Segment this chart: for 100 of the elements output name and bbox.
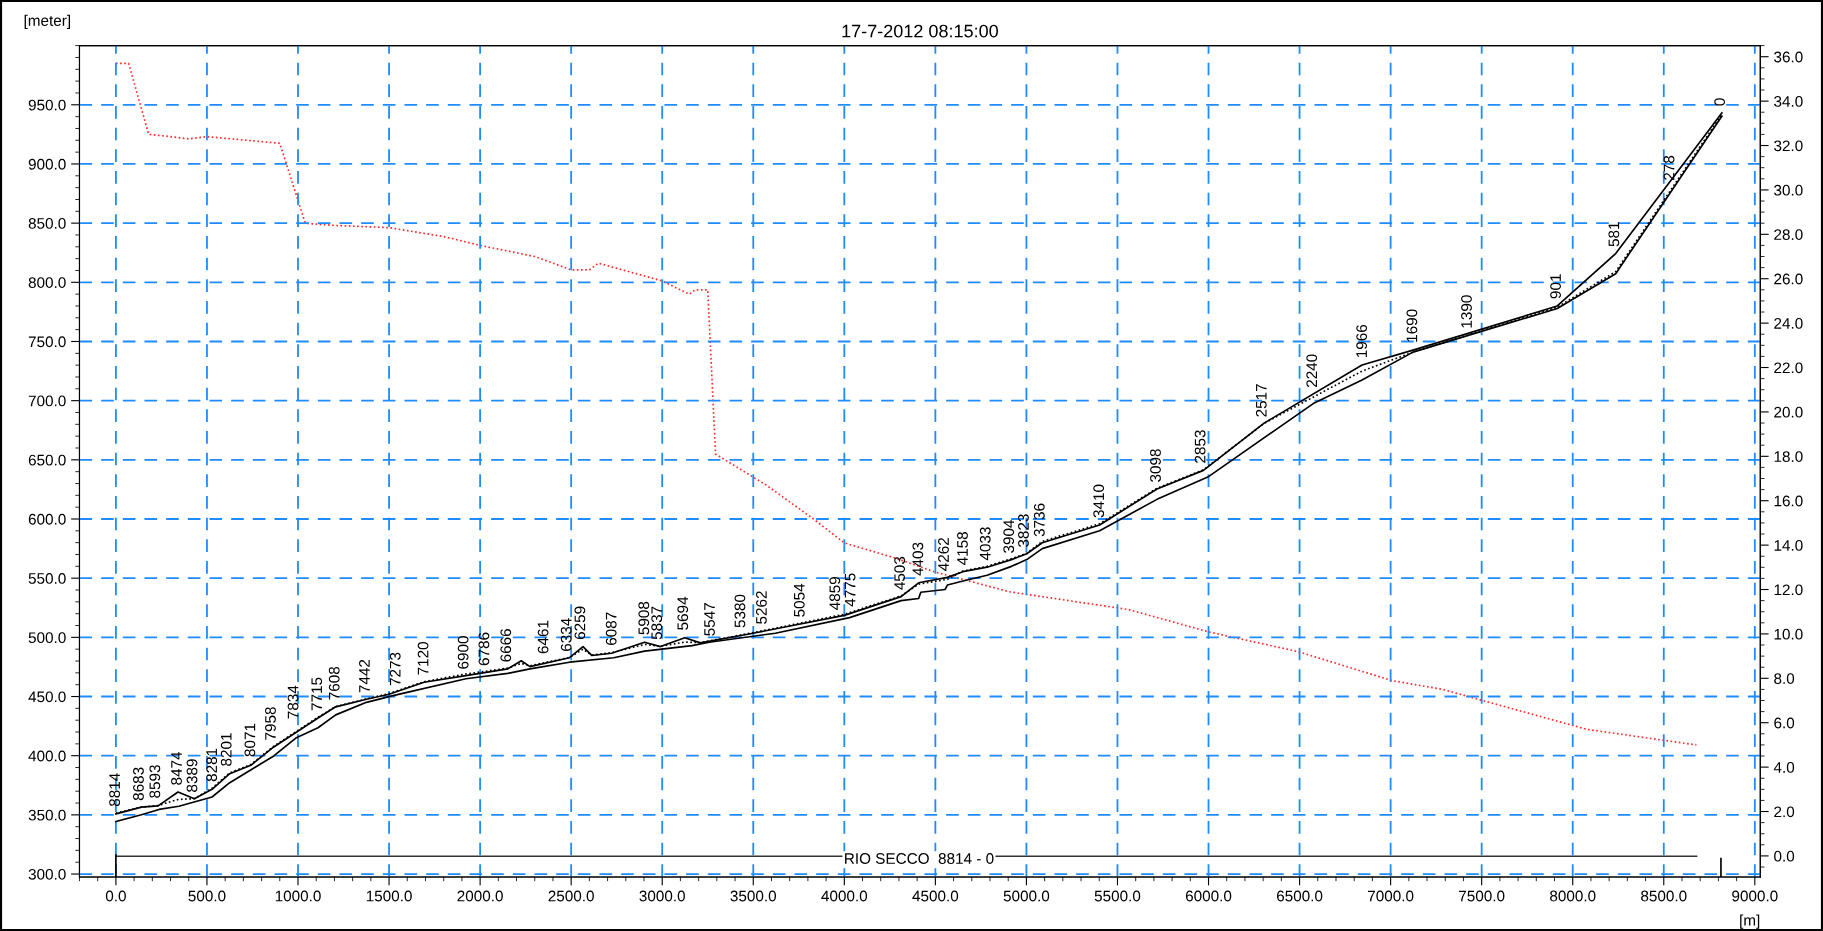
y2-tick-label: 10.0 [1774,628,1803,640]
annotation: 4033 [979,527,991,561]
annotation: 8683 [133,767,144,801]
annotation: 0 [1714,98,1726,106]
annotation: 2517 [1255,384,1267,417]
x-tick-label: 9000.0 [1732,890,1778,902]
annotation: 7120 [417,641,429,675]
x-tick-label: 2500.0 [548,890,594,902]
y2-tick-label: 30.0 [1774,184,1803,196]
annotation: 4775 [844,573,856,607]
annotation: 3736 [1033,503,1045,537]
annotation: 3410 [1093,484,1105,518]
y-tick-label: 400.0 [28,750,66,762]
annotation: 4503 [894,556,906,590]
x-tick-label: 3500.0 [730,890,777,902]
annotation: 3098 [1150,449,1161,482]
y2-tick-label: 18.0 [1774,451,1803,462]
annotation: 7442 [359,659,370,693]
y2-tick-label: 12.0 [1774,584,1803,596]
y2-tick-label: 6.0 [1774,717,1795,729]
y-tick-label: 350.0 [28,809,66,821]
annotation: 5380 [734,594,746,628]
x-tick-label: 4000.0 [821,890,868,902]
y-tick-label: 300.0 [28,868,66,880]
y2-tick-label: 24.0 [1774,317,1803,329]
annotation: 7715 [311,677,323,711]
x-tick-label: 5500.0 [1094,890,1141,902]
annotation: 8814 [109,773,120,807]
y2-tick-label: 14.0 [1774,539,1803,551]
annotation: 8389 [186,759,198,792]
annotation: 4403 [912,542,924,576]
annotation: 4859 [829,577,841,610]
annotation: RIO SECCO 8814 - 0 [845,853,994,864]
annotation: 7273 [389,652,401,686]
y2-tick-label: 8.0 [1774,673,1795,684]
x-tick-label: 2000.0 [457,890,503,902]
annotation: 5908 [638,601,650,635]
y2-tick-label: 0.0 [1774,850,1795,862]
annotation: 901 [1550,274,1561,299]
x-tick-label: 8500.0 [1641,890,1687,902]
annotation: 5837 [651,606,663,640]
y-tick-label: 750.0 [28,336,66,348]
y2-tick-label: 22.0 [1774,362,1803,374]
y2-tick-label: 4.0 [1773,761,1795,773]
annotation: 3823 [1018,514,1029,547]
annotation: 8071 [244,723,256,757]
x-tick-label: 1500.0 [366,890,412,902]
y-tick-label: 850.0 [28,218,66,229]
annotation: 3904 [1003,519,1015,553]
annotation: 7958 [265,707,276,740]
x-tick-label: 5000.0 [1003,890,1050,902]
y-tick-label: 900.0 [28,158,66,170]
y-tick-label: 950.0 [28,99,66,111]
annotation: 8201 [220,733,232,766]
annotation: 5547 [704,603,715,636]
y2-tick-label: 34.0 [1774,95,1803,107]
annotation: 2853 [1194,430,1206,463]
annotation: 6666 [500,629,512,662]
chart-title: 17-7-2012 08:15:00 [842,24,998,38]
annotation: 6259 [574,606,586,640]
y2-tick-label: 16.0 [1774,495,1803,507]
x-tick-label: 7500.0 [1459,890,1505,902]
y-tick-label: 550.0 [28,573,66,584]
annotation: 5694 [677,596,689,630]
y-tick-label: 450.0 [28,691,66,703]
x-tick-label: 8000.0 [1550,890,1596,902]
x-tick-label: 6000.0 [1185,890,1232,902]
annotation: 5054 [793,583,805,617]
annotation: 278 [1663,155,1675,180]
annotation: 7608 [328,666,340,700]
annotation: 4262 [938,538,949,571]
x-tick-label: 1000.0 [275,890,321,902]
x-tick-label: 4500.0 [912,890,959,902]
annotation: 1966 [1356,324,1368,358]
annotation: 6900 [457,636,469,669]
annotation: 6087 [605,612,617,646]
annotation: 2240 [1306,354,1318,388]
y2-tick-label: 36.0 [1774,51,1803,63]
y2-tick-label: 26.0 [1774,273,1803,285]
annotation: 6786 [478,632,490,666]
annotation: 7834 [287,685,299,719]
x-tick-label: 6500.0 [1276,890,1323,902]
x-axis-title: [m] [1740,914,1760,929]
y-tick-label: 650.0 [28,454,66,466]
y2-tick-label: 28.0 [1774,229,1803,240]
annotation: 8474 [171,751,182,785]
y-tick-label: 500.0 [28,632,66,644]
y2-tick-label: 20.0 [1774,406,1803,418]
annotation: 6334 [560,618,572,651]
y-tick-label: 800.0 [28,277,66,288]
x-tick-label: 500.0 [188,890,226,902]
annotation: 4158 [957,531,968,565]
annotation: 1690 [1406,309,1418,342]
y-tick-label: 600.0 [28,513,66,525]
annotation: 581 [1608,222,1620,247]
annotation: 6461 [537,620,549,654]
x-tick-label: 0.0 [105,890,126,902]
y-axis-title: [meter] [24,14,70,29]
y-tick-label: 700.0 [28,395,66,407]
annotation: 5262 [756,591,767,624]
